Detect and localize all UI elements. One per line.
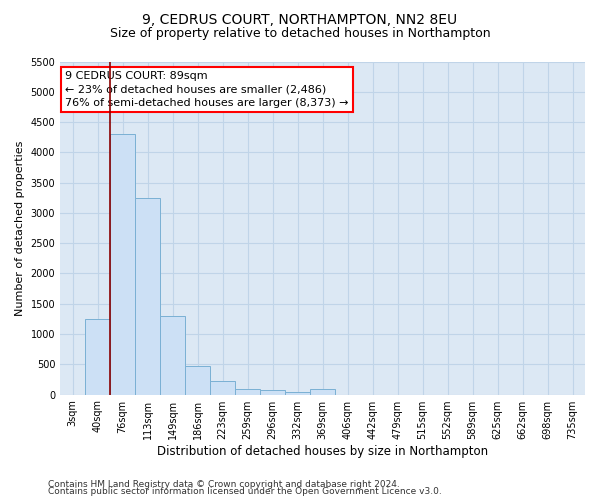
Text: Contains HM Land Registry data © Crown copyright and database right 2024.: Contains HM Land Registry data © Crown c…: [48, 480, 400, 489]
Text: Size of property relative to detached houses in Northampton: Size of property relative to detached ho…: [110, 28, 490, 40]
Bar: [85, 319, 110, 394]
Bar: [260, 390, 285, 394]
Bar: [285, 392, 310, 394]
Text: 9, CEDRUS COURT, NORTHAMPTON, NN2 8EU: 9, CEDRUS COURT, NORTHAMPTON, NN2 8EU: [142, 12, 458, 26]
Bar: [235, 389, 260, 394]
Bar: [210, 382, 235, 394]
Bar: [110, 134, 135, 394]
Y-axis label: Number of detached properties: Number of detached properties: [15, 140, 25, 316]
Bar: [160, 316, 185, 394]
Bar: [310, 389, 335, 394]
Bar: [185, 366, 210, 394]
X-axis label: Distribution of detached houses by size in Northampton: Distribution of detached houses by size …: [157, 444, 488, 458]
Text: Contains public sector information licensed under the Open Government Licence v3: Contains public sector information licen…: [48, 487, 442, 496]
Bar: [135, 198, 160, 394]
Text: 9 CEDRUS COURT: 89sqm
← 23% of detached houses are smaller (2,486)
76% of semi-d: 9 CEDRUS COURT: 89sqm ← 23% of detached …: [65, 72, 349, 108]
